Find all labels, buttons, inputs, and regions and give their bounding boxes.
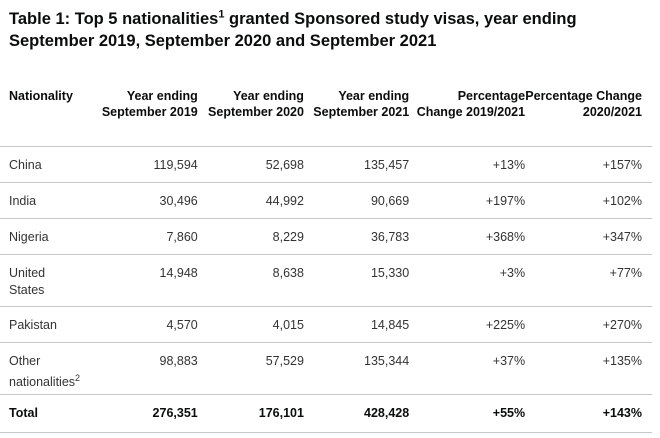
change-2020-2021: +143% [525, 394, 652, 433]
change-2019-2021: +368% [409, 218, 526, 255]
nationality-cell: United States [0, 254, 81, 307]
visa-table: Nationality Year ending September 2019 Y… [0, 80, 652, 433]
value-2021: 135,457 [303, 146, 410, 183]
nationality-cell: Pakistan [0, 306, 81, 343]
value-2020: 176,101 [197, 394, 304, 433]
change-2019-2021: +225% [409, 306, 526, 343]
title-text-suffix: granted Sponsored study visas, year endi… [9, 10, 577, 50]
change-2020-2021: +157% [525, 146, 652, 183]
value-2019: 119,594 [80, 146, 198, 183]
nationality-cell: India [0, 182, 81, 219]
table-row: United States 14,948 8,638 15,330 +3% +77% [0, 254, 652, 307]
footnote-mark: 2 [75, 373, 81, 383]
change-2020-2021: +135% [525, 342, 652, 395]
value-2020: 52,698 [197, 146, 304, 183]
header-change-2019-2021: Percentage Change 2019/2021 [409, 80, 526, 147]
nationality-label: Pakistan [9, 318, 57, 332]
table-row: Nigeria 7,860 8,229 36,783 +368% +347% [0, 218, 652, 255]
value-2021: 15,330 [303, 254, 410, 307]
value-2019: 98,883 [80, 342, 198, 395]
value-2020: 4,015 [197, 306, 304, 343]
nationality-label: Nigeria [9, 230, 49, 244]
value-2020: 8,229 [197, 218, 304, 255]
value-2020: 57,529 [197, 342, 304, 395]
header-row: Nationality Year ending September 2019 Y… [0, 80, 652, 147]
nationality-cell: Other nationalities2 [0, 342, 81, 395]
change-2020-2021: +102% [525, 182, 652, 219]
nationality-cell: Total [0, 394, 81, 433]
value-2021: 428,428 [303, 394, 410, 433]
value-2021: 36,783 [303, 218, 410, 255]
table-row: China 119,594 52,698 135,457 +13% +157% [0, 146, 652, 183]
value-2019: 30,496 [80, 182, 198, 219]
table-row: Other nationalities2 98,883 57,529 135,344 +… [0, 342, 652, 395]
nationality-label: Other nationalities [9, 354, 76, 390]
value-2019: 7,860 [80, 218, 198, 255]
header-change-2020-2021: Percentage Change 2020/2021 [525, 80, 652, 147]
nationality-label: India [9, 194, 37, 208]
nationality-cell: China [0, 146, 81, 183]
nationality-label: Total [9, 406, 38, 420]
change-2019-2021: +37% [409, 342, 526, 395]
value-2020: 8,638 [197, 254, 304, 307]
change-2020-2021: +347% [525, 218, 652, 255]
header-2019: Year ending September 2019 [80, 80, 198, 147]
value-2020: 44,992 [197, 182, 304, 219]
value-2021: 14,845 [303, 306, 410, 343]
change-2019-2021: +55% [409, 394, 526, 433]
title-text: Table 1: Top 5 nationalities [9, 10, 219, 28]
value-2021: 135,344 [303, 342, 410, 395]
value-2019: 14,948 [80, 254, 198, 307]
table-row: Pakistan 4,570 4,015 14,845 +225% +270% [0, 306, 652, 343]
change-2019-2021: +13% [409, 146, 526, 183]
table-title: Table 1: Top 5 nationalities1 granted Sp… [9, 8, 654, 52]
footnote-mark: 1 [218, 8, 225, 21]
total-row: Total 276,351 176,101 428,428 +55% +143% [0, 394, 652, 433]
change-2019-2021: +197% [409, 182, 526, 219]
value-2021: 90,669 [303, 182, 410, 219]
nationality-label: China [9, 158, 42, 172]
value-2019: 276,351 [80, 394, 198, 433]
nationality-cell: Nigeria [0, 218, 81, 255]
header-nationality: Nationality [0, 80, 81, 147]
header-2021: Year ending September 2021 [303, 80, 410, 147]
value-2019: 4,570 [80, 306, 198, 343]
change-2019-2021: +3% [409, 254, 526, 307]
nationality-label: United States [9, 266, 46, 297]
change-2020-2021: +270% [525, 306, 652, 343]
header-2020: Year ending September 2020 [197, 80, 304, 147]
table-row: India 30,496 44,992 90,669 +197% +102% [0, 182, 652, 219]
change-2020-2021: +77% [525, 254, 652, 307]
